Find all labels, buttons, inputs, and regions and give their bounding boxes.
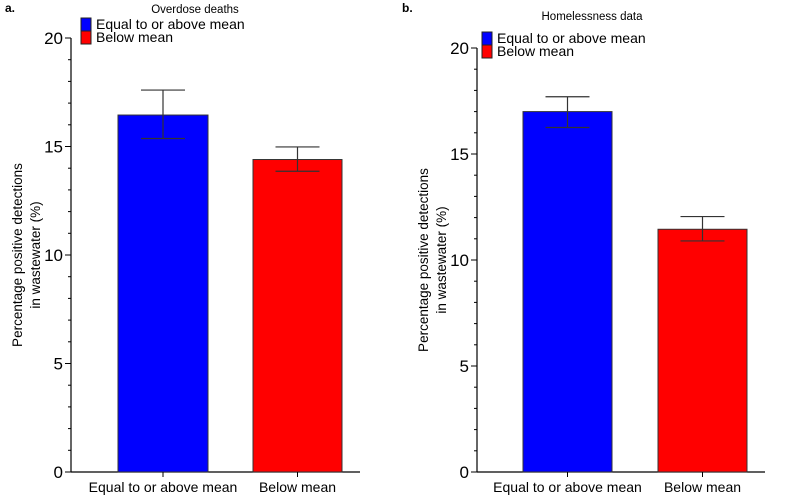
panel-b-legend-swatch — [481, 44, 493, 59]
panel-b-y-axis-label: Percentage positive detections — [416, 168, 431, 352]
panel-b-y-axis-label: in wastewater (%) — [434, 206, 449, 313]
panel-b-legend-swatch — [481, 31, 493, 46]
panel-b-title: Homelessness data — [542, 11, 644, 23]
panel-b-bar — [657, 228, 748, 473]
panel-b-bar — [522, 111, 613, 473]
panel-b-x-tick-label: Equal to or above mean — [493, 479, 642, 495]
panel-a-y-tick-label: 15 — [44, 138, 63, 157]
panel-b-y-tick-label: 10 — [450, 251, 469, 270]
panel-a-bar — [252, 159, 343, 473]
panel-a-y-tick-label: 10 — [44, 246, 63, 265]
panel-b-legend-label: Equal to or above mean — [497, 30, 646, 46]
panel-a-y-axis-label: Percentage positive detections — [10, 163, 25, 347]
panel-a-legend-swatch — [80, 30, 92, 45]
panel-b-y-tick-label: 5 — [460, 357, 469, 376]
panel-a-legend-label: Below mean — [96, 29, 173, 45]
panel-b-y-tick-label: 20 — [450, 39, 469, 58]
panel-a-y-tick-label: 0 — [54, 463, 63, 482]
panel-a-x-tick-label: Below mean — [259, 479, 336, 495]
panel-b-y-tick-label: 0 — [460, 463, 469, 482]
panel-a-bar — [117, 114, 209, 473]
panel-a-x-tick-label: Equal to or above mean — [89, 479, 238, 495]
panel-a-legend-label: Equal to or above mean — [96, 16, 245, 32]
panel-b-panel-label: b. — [402, 1, 413, 15]
panel-a-title: Overdose deaths — [151, 4, 239, 16]
panel-a-y-tick-label: 5 — [54, 355, 63, 374]
panel-b-x-tick-label: Below mean — [664, 479, 741, 495]
panel-a-y-tick-label: 20 — [44, 29, 63, 48]
panel-a-legend-swatch — [80, 17, 92, 32]
panel-b-legend-label: Below mean — [497, 43, 574, 59]
panel-a-y-axis-label: in wastewater (%) — [28, 201, 43, 308]
panel-a-panel-label: a. — [5, 1, 15, 15]
panel-b-y-tick-label: 15 — [450, 145, 469, 164]
